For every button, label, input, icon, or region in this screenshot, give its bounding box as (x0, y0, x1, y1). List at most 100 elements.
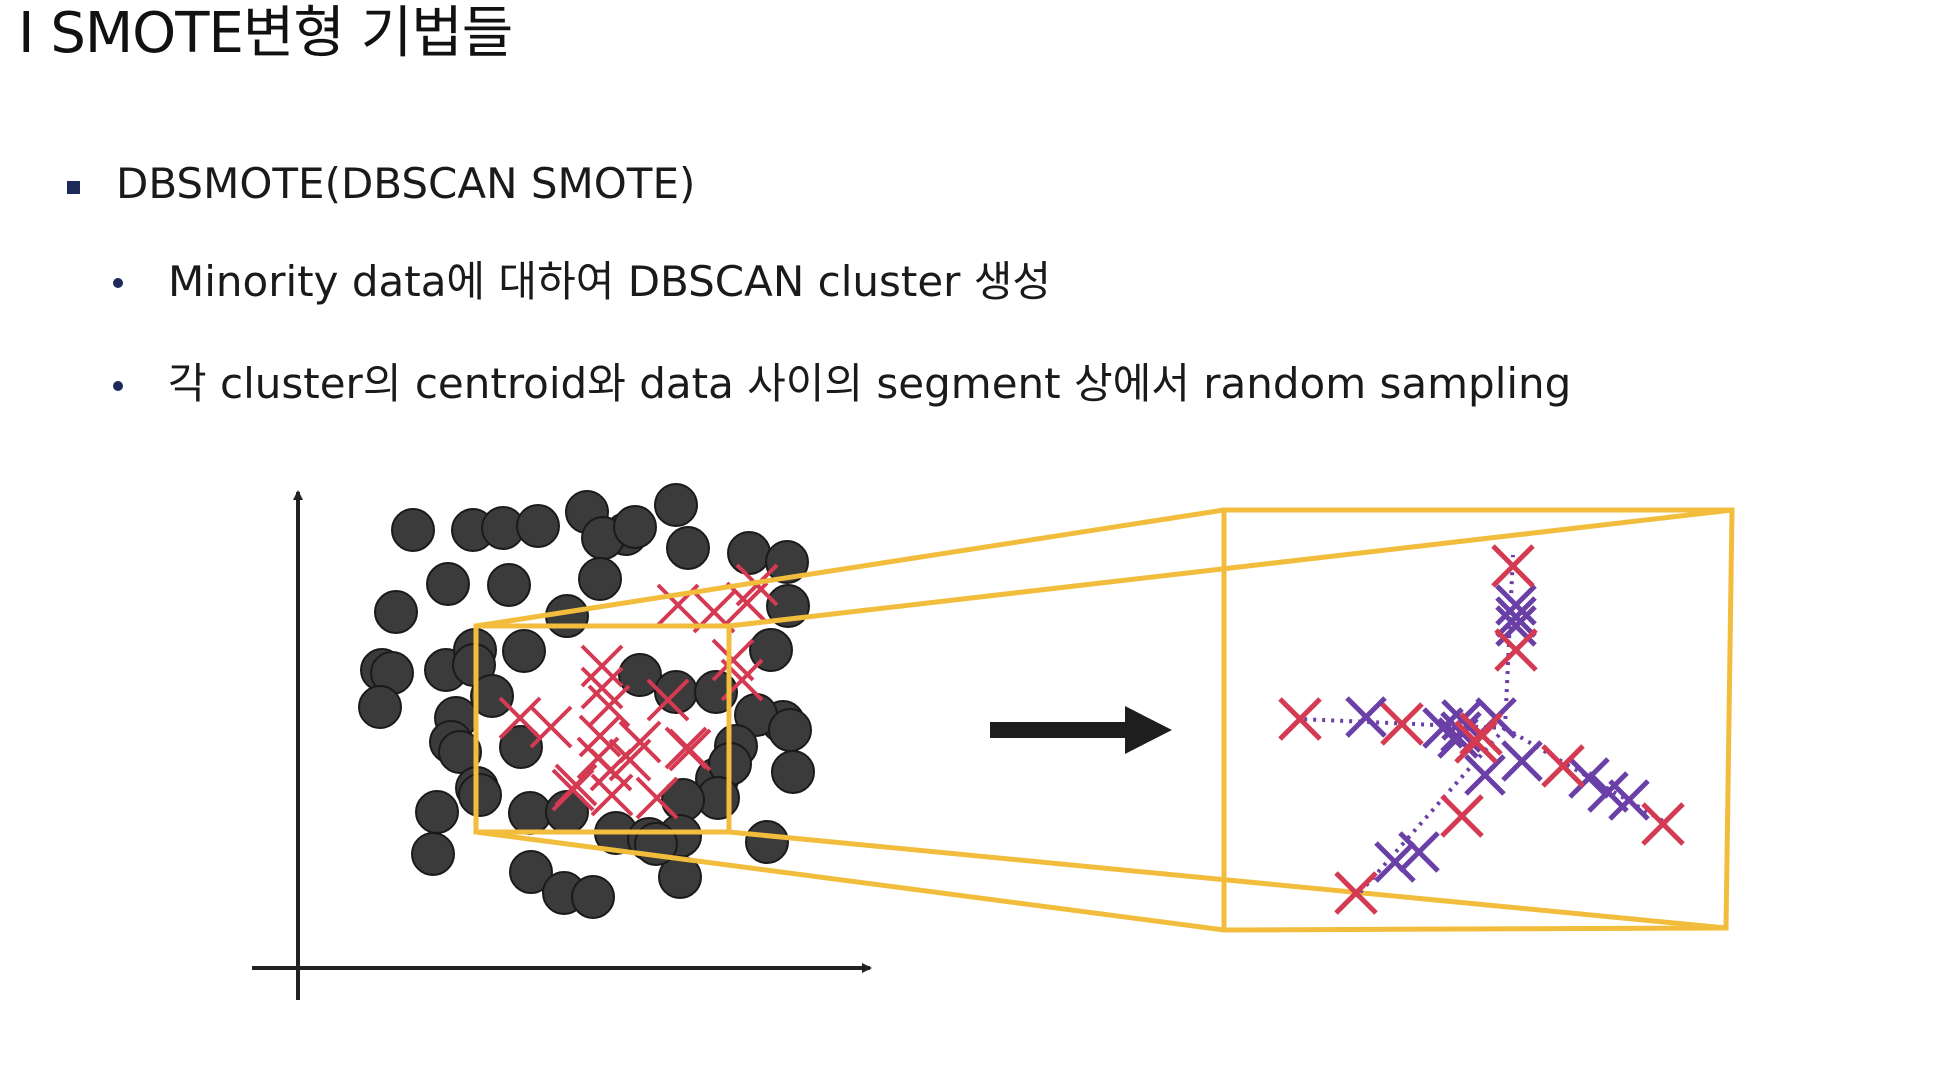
majority-point (470, 674, 514, 718)
majority-point (374, 590, 418, 634)
minority-marker (590, 773, 634, 817)
minority-marker-stroke (635, 776, 679, 820)
majority-points (358, 483, 815, 919)
minority-marker-stroke (590, 773, 634, 817)
minority-points (498, 563, 779, 820)
majority-point (613, 505, 657, 549)
zoom-connector-top-right (728, 507, 1733, 629)
synthetic-marker (1587, 771, 1629, 813)
majority-point (745, 820, 789, 864)
synthetic-marker-stroke (1501, 740, 1543, 782)
cluster-minority-marker-stroke (1454, 720, 1498, 764)
synthetic-marker-stroke (1345, 696, 1387, 738)
synthetic-marker-stroke (1587, 771, 1629, 813)
centroid-segments (1299, 554, 1670, 899)
cluster-minority-marker-stroke (1491, 544, 1535, 588)
synthetic-marker (1495, 596, 1537, 638)
minority-marker-stroke (664, 726, 708, 770)
cluster-minority-marker (1380, 702, 1424, 746)
minority-marker-stroke (711, 638, 755, 682)
majority-point (727, 531, 771, 575)
zoom-region-box (473, 623, 732, 835)
majority-point (458, 773, 502, 817)
cluster-minority-marker (1641, 802, 1685, 846)
bullet-level2-2: 각 cluster의 centroid와 data 사이의 segment 상에… (168, 359, 1572, 408)
synthetic-marker (1464, 754, 1506, 796)
minority-marker (529, 705, 573, 749)
cluster-minority-marker (1491, 544, 1535, 588)
slide-title: I SMOTE변형 기법들 (18, 1, 513, 66)
synthetic-marker-stroke (1398, 831, 1440, 873)
majority-point (578, 557, 622, 601)
square-bullet-icon (67, 181, 80, 194)
synthetic-marker-stroke (1495, 584, 1537, 626)
majority-point (411, 832, 455, 876)
majority-point (516, 504, 560, 548)
zoom-connector-bottom (475, 829, 1225, 933)
majority-point (502, 629, 546, 673)
majority-point (771, 750, 815, 794)
minority-marker-stroke (551, 768, 595, 812)
minority-marker-stroke (580, 666, 624, 710)
synthetic-marker (1345, 696, 1387, 738)
majority-point (768, 708, 812, 752)
majority-point (658, 855, 702, 899)
minority-marker-stroke (587, 684, 631, 728)
minority-marker (608, 738, 652, 782)
bullet-level2-1: Minority data에 대하여 DBSCAN cluster 생성 (168, 257, 1052, 306)
minority-marker (580, 644, 624, 688)
majority-point (509, 850, 553, 894)
cluster-minority-marker (1494, 628, 1538, 672)
bullet-level1: DBSMOTE(DBSCAN SMOTE) (116, 159, 696, 208)
cluster-minority-marker (1440, 794, 1484, 838)
minority-marker-stroke (529, 705, 573, 749)
synthetic-marker-stroke (1568, 757, 1610, 799)
synthetic-marker-stroke (1495, 596, 1537, 638)
cluster-minority-marker-stroke (1494, 628, 1538, 672)
cluster-minority-marker (1334, 871, 1378, 915)
minority-marker (580, 666, 624, 710)
zoom-connector-top (475, 507, 1225, 629)
cluster-minority-marker-stroke (1278, 697, 1322, 741)
minority-marker (735, 563, 779, 607)
synthetic-marker-stroke (1374, 841, 1416, 883)
synthetic-marker (1568, 757, 1610, 799)
cluster-minority-marker-stroke (1380, 702, 1424, 746)
majority-point (666, 526, 710, 570)
synthetic-marker (1501, 740, 1543, 782)
minority-marker (646, 678, 690, 722)
synthetic-points (1345, 584, 1650, 883)
minority-marker (635, 776, 679, 820)
synthetic-marker (1374, 841, 1416, 883)
synthetic-marker (1398, 831, 1440, 873)
synthetic-marker-stroke (1608, 779, 1650, 821)
synthetic-marker (1608, 779, 1650, 821)
majority-point (415, 790, 459, 834)
minority-marker (587, 684, 631, 728)
majority-point (391, 508, 435, 552)
minority-marker-stroke (735, 563, 779, 607)
majority-point (765, 540, 809, 584)
right-arrow-icon (990, 706, 1172, 754)
dot-bullet-icon (113, 381, 123, 391)
majority-point (618, 653, 662, 697)
cluster-minority-points (1278, 544, 1685, 915)
centroid-segment (1354, 726, 1507, 899)
minority-marker-stroke (608, 738, 652, 782)
zoomed-view-frame (1221, 507, 1735, 933)
majority-point (438, 730, 482, 774)
minority-marker (551, 768, 595, 812)
cluster-minority-marker (1454, 720, 1498, 764)
majority-point (654, 483, 698, 527)
minority-marker (498, 696, 542, 740)
minority-marker (578, 714, 622, 758)
synthetic-marker (1495, 584, 1537, 626)
dot-bullet-icon (113, 278, 123, 288)
cluster-minority-marker-stroke (1440, 794, 1484, 838)
cluster-minority-marker-stroke (1334, 871, 1378, 915)
minority-marker (664, 726, 708, 770)
cluster-minority-marker (1278, 697, 1322, 741)
minority-marker-stroke (498, 696, 542, 740)
majority-point (499, 725, 543, 769)
